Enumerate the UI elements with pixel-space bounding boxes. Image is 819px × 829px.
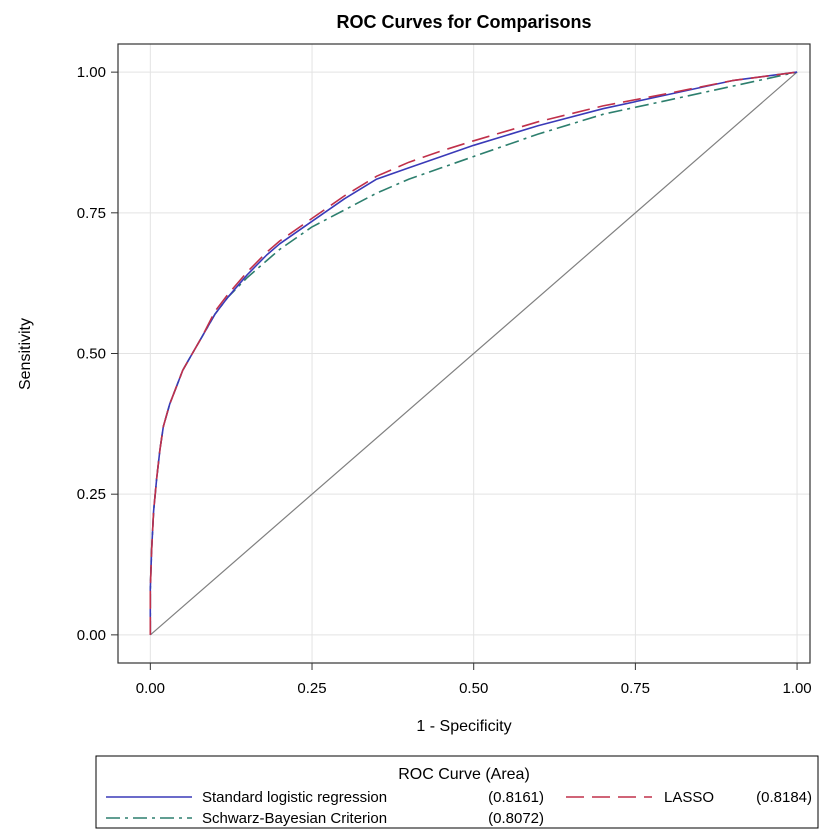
legend: ROC Curve (Area) Standard logistic regre…: [95, 755, 819, 829]
series-line-standard-logistic-regression: [149, 71, 798, 635]
x-tick-label: 0.50: [459, 680, 488, 697]
x-axis-label: 1 - Specificity: [416, 718, 511, 735]
series-layer: [149, 71, 798, 636]
y-tick-label: 0.75: [77, 205, 106, 222]
reference-diagonal-line: [149, 71, 798, 636]
legend-area-standard: (0.8161): [488, 789, 544, 806]
legend-area-sbc: (0.8072): [488, 810, 544, 827]
y-tick-label: 0.50: [77, 346, 106, 363]
x-tick-label: 0.00: [136, 680, 165, 697]
grid-lines: [118, 44, 810, 663]
y-tick-label: 1.00: [77, 64, 106, 81]
legend-area-lasso: (0.8184): [756, 789, 812, 806]
legend-box: [95, 755, 819, 829]
legend-title: ROC Curve (Area): [398, 766, 530, 783]
x-ticks: 0.00 0.25 0.50 0.75 1.00: [136, 663, 812, 697]
x-tick-label: 0.75: [621, 680, 650, 697]
x-tick-label: 1.00: [782, 680, 811, 697]
legend-label-lasso: LASSO: [664, 789, 714, 806]
y-ticks: 0.00 0.25 0.50 0.75 1.00: [77, 64, 118, 644]
y-tick-label: 0.25: [77, 486, 106, 503]
y-tick-label: 0.00: [77, 627, 106, 644]
chart-title: ROC Curves for Comparisons: [336, 12, 591, 32]
legend-label-sbc: Schwarz-Bayesian Criterion: [202, 810, 387, 827]
legend-label-standard: Standard logistic regression: [202, 789, 387, 806]
y-axis-label: Sensitivity: [17, 318, 34, 390]
x-tick-label: 0.25: [297, 680, 326, 697]
